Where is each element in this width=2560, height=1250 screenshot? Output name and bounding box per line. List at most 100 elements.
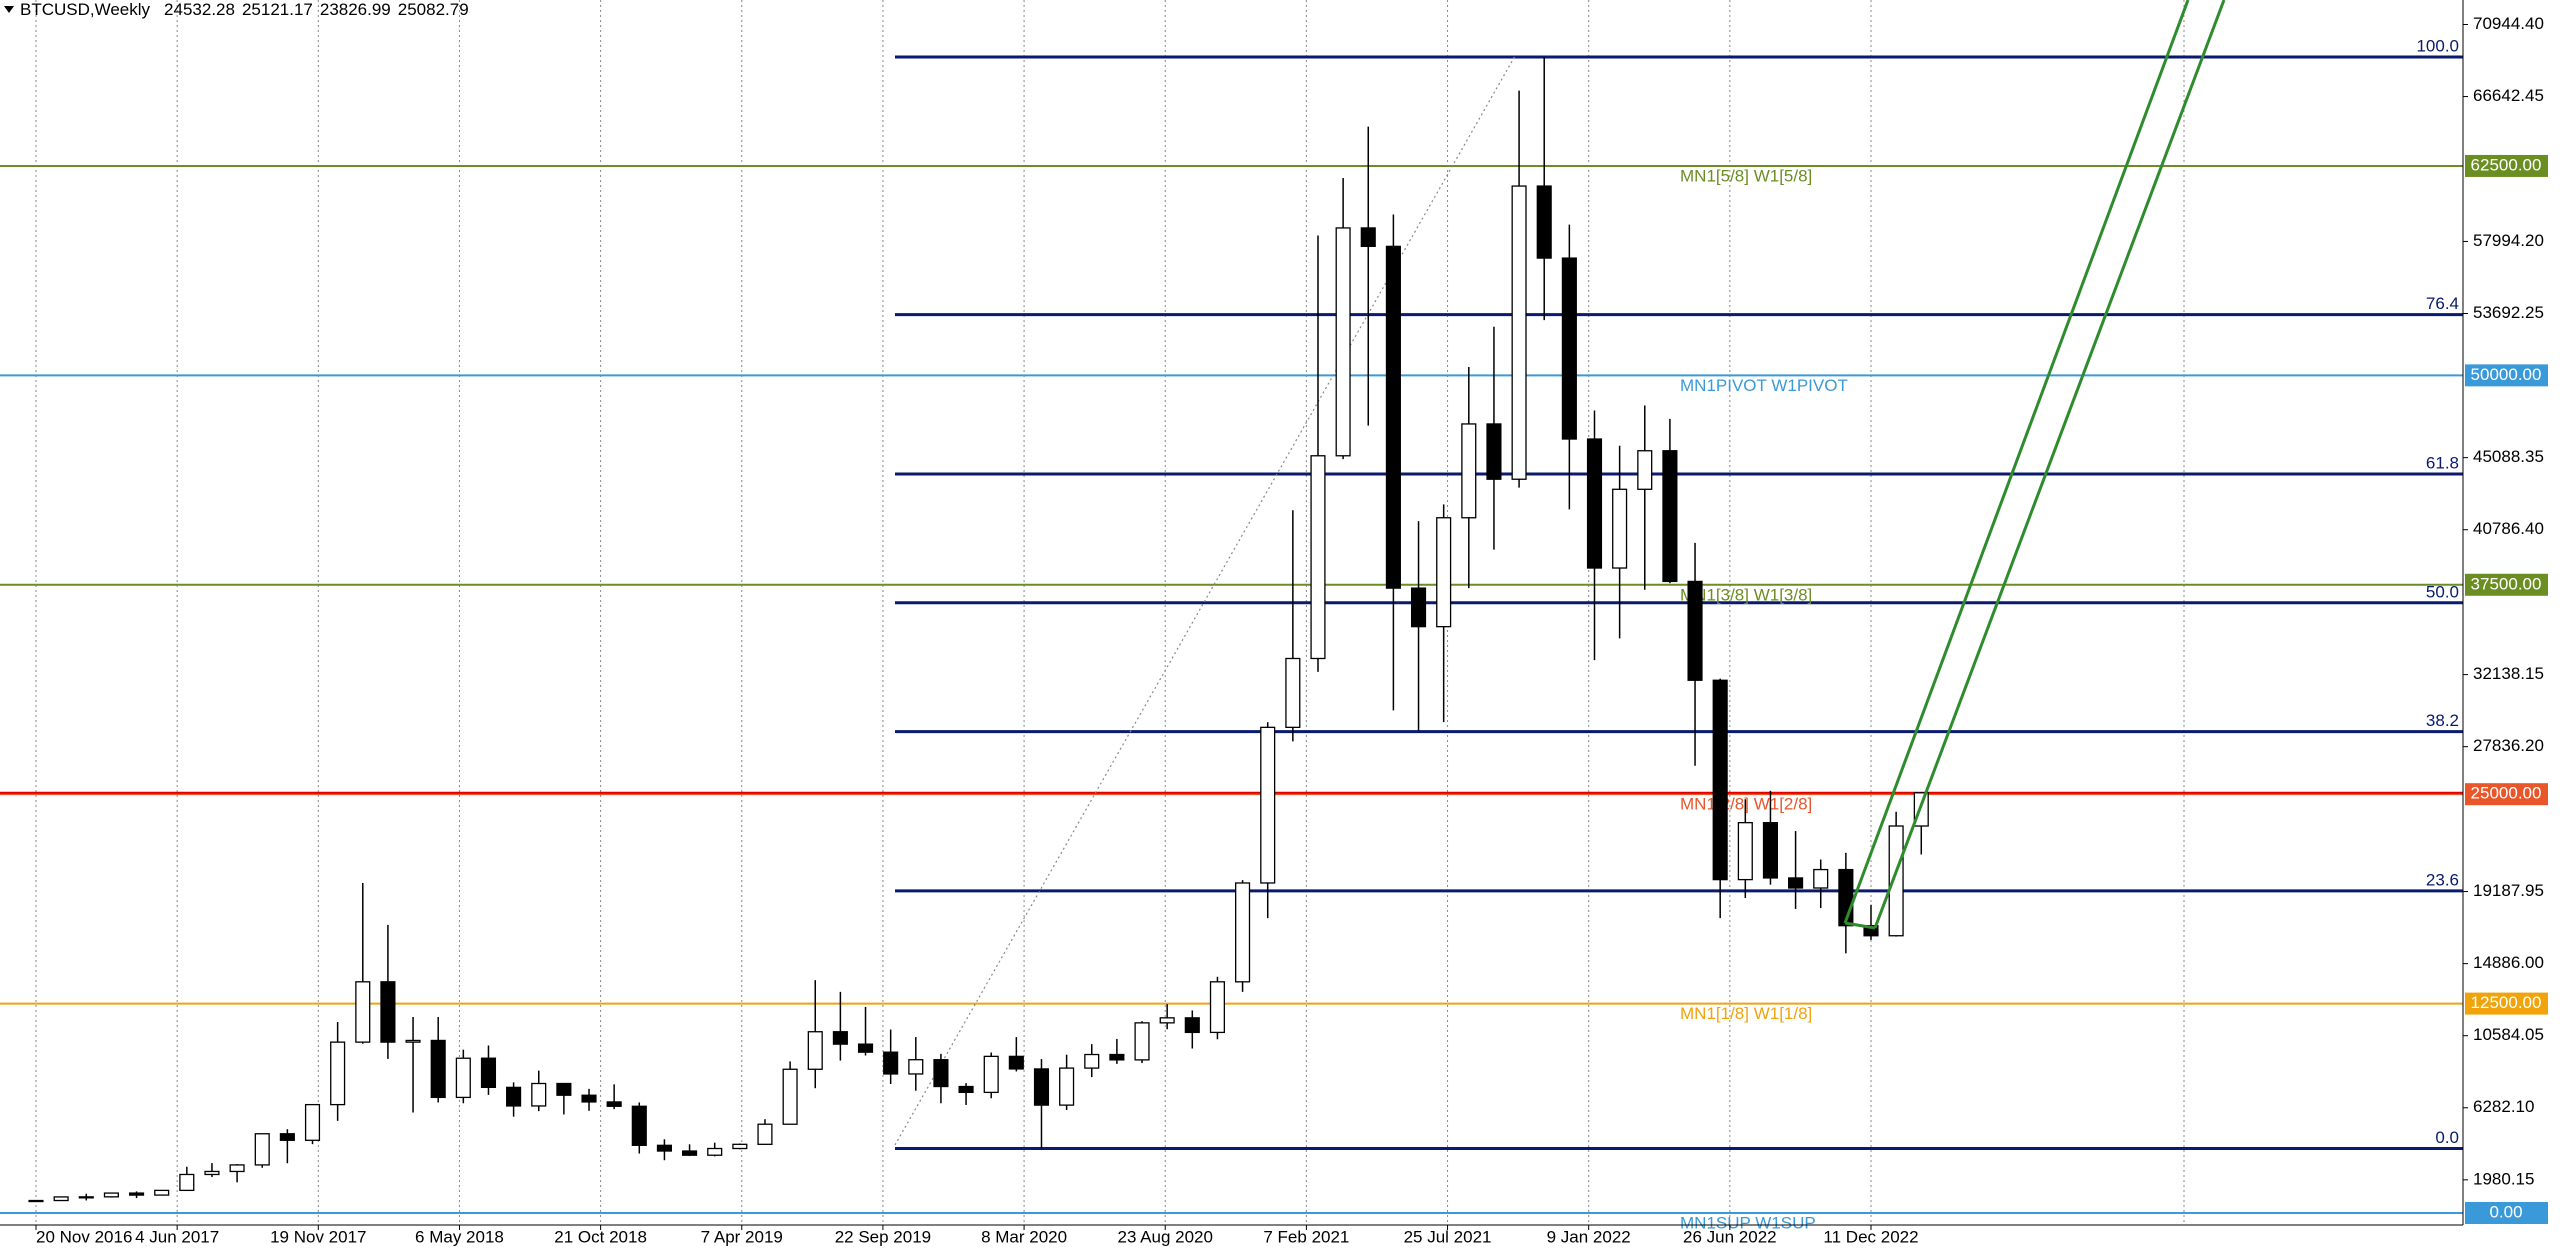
axes: 20 Nov 2016 4 Jun 2017 19 Nov 2017 6 May 20… [35,14,2548,1246]
x-tick-label: 22 Sep 2019 [835,1227,931,1246]
level-price-box [2465,364,2548,387]
x-tick-label: 7 Apr 2019 [701,1227,783,1246]
y-tick-label: 10584.05 [2473,1025,2544,1044]
x-tick-label: 21 Oct 2018 [554,1227,647,1246]
candles [28,57,1929,1203]
level-price-label: 37500.00 [2471,574,2542,593]
fib-label: 61.8 [2426,453,2459,472]
candle-body [531,1082,547,1107]
candle-body [1511,185,1527,480]
candle-body [1536,185,1552,259]
candle-body [1159,1017,1175,1024]
level-price-box [2465,992,2548,1015]
y-tick-label: 14886.00 [2473,953,2544,972]
channel-line [1844,921,1876,930]
candle-body [1712,679,1728,881]
candle-body [1561,257,1577,440]
candle-body [279,1133,295,1141]
candle-body [958,1085,974,1094]
x-tick-label: 23 Aug 2020 [1117,1227,1212,1246]
candle-body [179,1173,195,1192]
level-label: MN1[2/8] W1[2/8] [1680,795,1812,814]
candle-body [656,1144,672,1152]
candle-body [556,1082,572,1096]
header-field: 25121.17 [242,0,313,19]
fib-label: 0.0 [2435,1128,2459,1147]
candle-body [430,1039,446,1099]
level-price-box [2465,573,2548,596]
candle-body [807,1031,823,1070]
header-field: BTCUSD,Weekly [20,0,151,19]
y-tick-label: 40786.40 [2473,519,2544,538]
candle-body [1586,438,1603,569]
candle-body [1209,981,1226,1034]
candle-body [1662,450,1678,583]
y-tick-label: 1980.15 [2473,1169,2534,1188]
level-label: MN1[3/8] W1[3/8] [1680,585,1812,604]
candle-body [1008,1055,1024,1070]
fib-label: 38.2 [2426,711,2459,730]
candle-body [154,1189,170,1196]
candle-body [1410,587,1427,628]
candle-body [1033,1068,1050,1106]
candle-body [908,1059,924,1075]
fib-diagonal [894,55,1516,1146]
candle-body [707,1147,723,1156]
candle-body [1260,726,1276,884]
header-field: 25082.79 [398,0,469,19]
candle-body [1762,822,1779,879]
x-tick-label: 26 Jun 2022 [1683,1227,1777,1246]
candle-body [1612,488,1628,569]
fib-label: 76.4 [2426,294,2459,313]
channel-line [1843,0,2190,924]
level-price-box [2465,783,2548,806]
candle-body [1059,1067,1075,1106]
y-tick-label: 6282.10 [2473,1097,2534,1116]
candle-body [1788,877,1804,889]
header: BTCUSD,Weekly 24532.28 25121.17 23826.99 250… [20,0,469,19]
candle-body [1813,868,1829,889]
fib-label: 100.0 [2416,37,2459,56]
candle-body [78,1196,94,1199]
header-arrow [4,6,14,13]
candle-body [1863,925,1879,937]
candle-body [1436,517,1452,628]
candle-body [1737,822,1753,881]
candle-body [1134,1022,1150,1061]
fib-label: 50.0 [2426,582,2459,601]
channel-line [1873,0,2226,929]
header-text: BTCUSD,Weekly 24532.28 25121.17 23826.99 250… [20,0,469,19]
level-label: MN1[5/8] W1[5/8] [1680,166,1812,185]
candle-body [506,1086,522,1107]
trend-channel [1843,0,2226,930]
candle-body [254,1133,270,1166]
x-tick-label: 20 Nov 2016 [36,1227,132,1246]
candle-body [380,981,396,1043]
candle-body [1360,227,1376,248]
candle-body [1888,825,1904,937]
candle-body [1385,245,1401,589]
y-tick-label: 27836.20 [2473,736,2544,755]
levels: 100.0 76.4 61.8 50.0 38.2 23.6 0.0 MN1[5/8] W1[… [0,37,2463,1232]
candle-body [480,1057,497,1089]
candle-body [28,1199,44,1203]
level-price-box [2465,1202,2548,1225]
candle-body [405,1039,421,1043]
header-field: 23826.99 [320,0,391,19]
level-price-label: 62500.00 [2471,155,2542,174]
candle-body [355,981,371,1043]
candle-body [983,1055,999,1094]
candle-body [1486,423,1502,480]
x-tick-label: 25 Jul 2021 [1404,1227,1492,1246]
candle-body [229,1164,245,1173]
candle-body [1285,657,1301,728]
candle-body [681,1150,698,1156]
y-tick-label: 53692.25 [2473,303,2544,322]
candle-body [732,1143,748,1150]
candle-body [455,1057,471,1099]
y-tick-label: 19187.95 [2473,881,2544,900]
level-label: MN1SUP W1SUP [1680,1213,1816,1232]
candle-body [1687,580,1703,681]
candle-body [606,1101,622,1107]
